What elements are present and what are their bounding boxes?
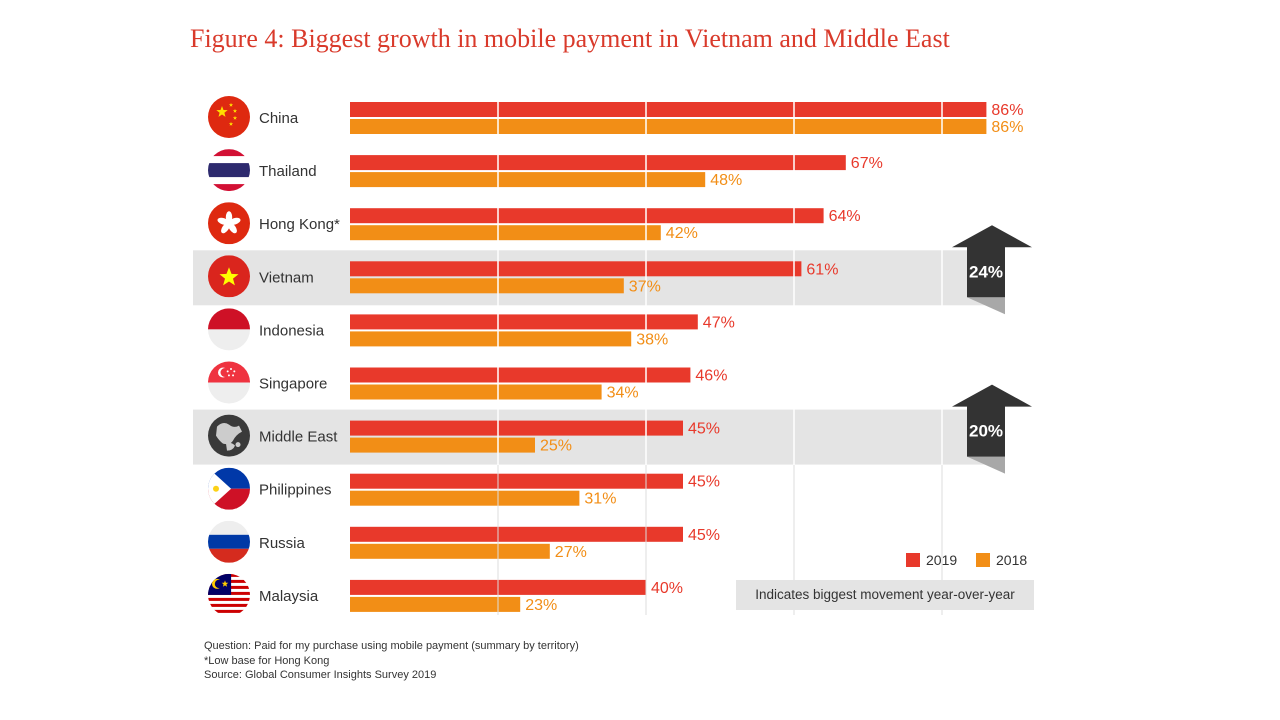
legend-swatch-2018 [976,553,990,567]
bar-2018-middle-east [350,437,535,453]
flag-indonesia-icon [208,308,250,351]
data-label-2019-china: 86% [991,102,1023,119]
bar-2019-thailand [350,155,846,171]
bar-2018-thailand [350,172,706,188]
bar-2018-vietnam [350,278,624,294]
data-label-2018-singapore: 34% [607,385,639,402]
data-label-2018-hong-kong: 42% [666,225,698,242]
data-label-2018-middle-east: 25% [540,438,572,455]
category-label-hong-kong: Hong Kong* [259,216,340,233]
data-label-2019-singapore: 46% [695,368,727,385]
category-label-middle-east: Middle East [259,429,338,446]
bar-2019-philippines [350,473,683,489]
flag-thailand-icon [208,149,250,192]
bar-2018-russia [350,543,550,559]
bar-2018-singapore [350,384,602,400]
legend-label-2019: 2019 [926,552,958,568]
category-label-vietnam: Vietnam [259,269,314,286]
flag-vietnam-icon [208,255,250,298]
data-label-2019-thailand: 67% [851,155,883,172]
bar-2019-indonesia [350,314,698,330]
legend-item-2018: 2018 [976,552,1027,568]
data-label-2018-malaysia: 23% [525,597,557,614]
category-label-philippines: Philippines [259,482,332,499]
data-label-2018-philippines: 31% [584,491,616,508]
bar-2019-vietnam [350,261,802,277]
flag-china-icon [208,96,250,138]
bar-2018-hong-kong [350,225,661,241]
footnote-low-base: *Low base for Hong Kong [204,654,330,667]
bar-2018-philippines [350,490,580,506]
movement-label-vietnam: 24% [969,262,1003,281]
highlight-row-middle-east [193,409,1003,465]
data-label-2018-china: 86% [991,119,1023,136]
highlight-legend-note: Indicates biggest movement year-over-yea… [736,580,1034,610]
movement-label-middle-east: 20% [969,422,1003,441]
category-label-china: China [259,110,299,127]
data-label-2018-indonesia: 38% [636,331,668,348]
data-label-2019-vietnam: 61% [806,261,838,278]
legend-swatch-2019 [906,553,920,567]
flag-russia-icon [208,520,250,563]
data-label-2019-russia: 45% [688,527,720,544]
globe-middle-east-icon [208,414,250,457]
data-label-2019-indonesia: 47% [703,314,735,331]
footnote-source: Source: Global Consumer Insights Survey … [204,669,437,681]
legend-item-2019: 2019 [906,552,957,568]
flag-philippines-icon [208,467,250,510]
data-label-2018-thailand: 48% [710,172,742,189]
chart-title: Figure 4: Biggest growth in mobile payme… [190,24,950,53]
data-label-2019-hong-kong: 64% [829,208,861,225]
data-label-2019-malaysia: 40% [651,580,683,597]
data-label-2018-vietnam: 37% [629,278,661,295]
category-label-indonesia: Indonesia [259,322,325,339]
footnote-question: Question: Paid for my purchase using mob… [204,640,579,652]
category-label-malaysia: Malaysia [259,588,319,605]
bar-2018-malaysia [350,596,521,612]
bar-2018-china [350,119,987,134]
movement-arrow-middle-east: 20% [952,384,1032,474]
flag-hong-kong-icon [208,202,250,245]
bar-2019-hong-kong [350,208,824,224]
flag-singapore-icon [208,361,250,404]
data-label-2018-russia: 27% [555,544,587,561]
category-label-russia: Russia [259,535,306,552]
bar-2018-indonesia [350,331,632,347]
legend-label-2018: 2018 [996,552,1028,568]
bar-2019-singapore [350,367,691,383]
bar-2019-china [350,102,987,117]
movement-arrow-vietnam: 24% [952,225,1032,315]
flag-malaysia-icon [208,573,250,616]
bar-2019-middle-east [350,420,683,436]
data-label-2019-middle-east: 45% [688,421,720,438]
footnotes: Question: Paid for my purchase using mob… [204,639,579,683]
category-label-thailand: Thailand [259,163,317,180]
highlight-row-vietnam [193,250,1003,306]
data-label-2019-philippines: 45% [688,474,720,491]
bar-2019-russia [350,526,683,542]
category-label-singapore: Singapore [259,376,327,393]
